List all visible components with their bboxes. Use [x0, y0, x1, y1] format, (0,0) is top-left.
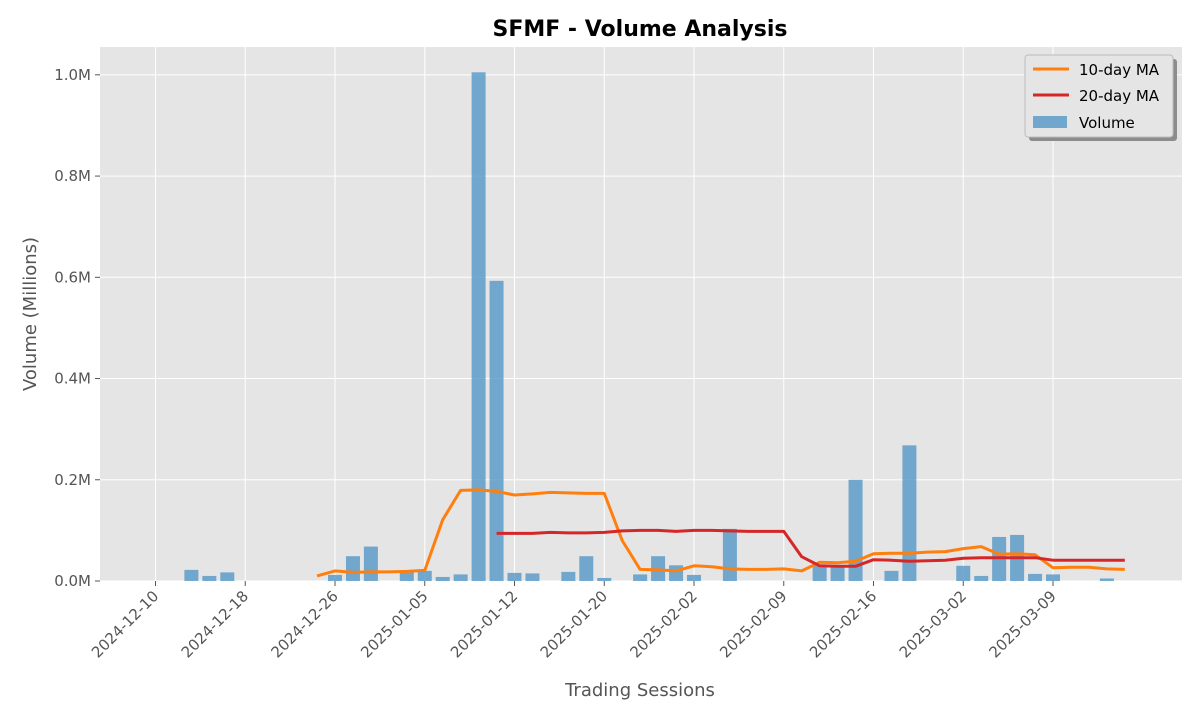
x-tick-label: 2025-02-02 [626, 587, 700, 661]
volume-bars [184, 72, 1114, 582]
volume-bar [1028, 573, 1043, 581]
volume-bar [884, 570, 899, 581]
volume-bar [471, 72, 486, 582]
x-tick-label: 2025-01-05 [357, 587, 431, 661]
volume-bar [399, 570, 414, 581]
moving-average-lines [316, 488, 1125, 578]
y-tick-label: 0.6M [54, 268, 91, 286]
volume-bar [722, 528, 737, 581]
volume-bar [974, 575, 989, 581]
volume-bar [848, 479, 863, 581]
volume-bar [328, 574, 342, 581]
volume-bar [345, 556, 360, 581]
x-axis-label: Trading Sessions [564, 680, 715, 701]
volume-bar [830, 566, 845, 581]
x-tick-label: 2024-12-18 [178, 587, 252, 661]
volume-bar [579, 556, 594, 581]
volume-bar [417, 570, 432, 581]
volume-bar [489, 280, 504, 581]
volume-bar [597, 577, 612, 581]
volume-bar [1099, 578, 1114, 581]
y-tick-label: 0.8M [54, 167, 91, 185]
y-tick-label: 0.2M [54, 471, 91, 489]
x-tick-label: 2024-12-10 [88, 587, 162, 661]
x-tick-label: 2025-02-16 [806, 587, 880, 661]
x-tick-label: 2025-03-09 [985, 587, 1059, 661]
volume-bar [561, 571, 576, 581]
x-tick-label: 2025-02-09 [716, 587, 790, 661]
volume-bar [363, 546, 378, 581]
volume-bar [687, 574, 701, 581]
ma20-line [496, 528, 1125, 568]
legend: 10-day MA 20-day MA Volume [1024, 54, 1177, 141]
volume-bar [633, 574, 648, 581]
legend-swatch-volume [1033, 116, 1067, 128]
volume-bar [184, 569, 199, 581]
ma10-line [316, 488, 1125, 578]
chart-title: SFMF - Volume Analysis [492, 17, 787, 42]
x-tick-label: 2024-12-26 [267, 587, 341, 661]
y-tick-label: 1.0M [54, 66, 91, 84]
volume-bar [956, 565, 971, 581]
x-tick-label: 2025-01-20 [537, 587, 611, 661]
y-tick-label: 0.4M [54, 370, 91, 388]
volume-bar [435, 576, 450, 581]
legend-label-ma20: 20-day MA [1079, 87, 1160, 105]
y-axis-ticks: 0.0M 0.2M 0.4M 0.6M 0.8M 1.0M [54, 66, 100, 590]
volume-bar [525, 573, 540, 581]
volume-bar [202, 575, 217, 581]
volume-bar [902, 445, 917, 581]
y-tick-label: 0.0M [54, 572, 91, 590]
volume-bar [812, 565, 827, 581]
volume-bar [220, 572, 235, 581]
grid-lines [100, 47, 1182, 582]
volume-bar [669, 565, 684, 581]
x-axis-ticks: 2024-12-10 2024-12-18 2024-12-26 2025-01-05… [88, 581, 1060, 661]
volume-bar [453, 574, 468, 581]
y-axis-label: Volume (Millions) [20, 237, 41, 391]
legend-label-volume: Volume [1079, 114, 1135, 132]
legend-label-ma10: 10-day MA [1079, 61, 1160, 79]
x-tick-label: 2025-01-12 [447, 587, 521, 661]
volume-bar [507, 572, 522, 581]
plot-area [100, 47, 1182, 581]
x-tick-label: 2025-03-02 [896, 587, 970, 661]
volume-bar [1046, 574, 1060, 581]
